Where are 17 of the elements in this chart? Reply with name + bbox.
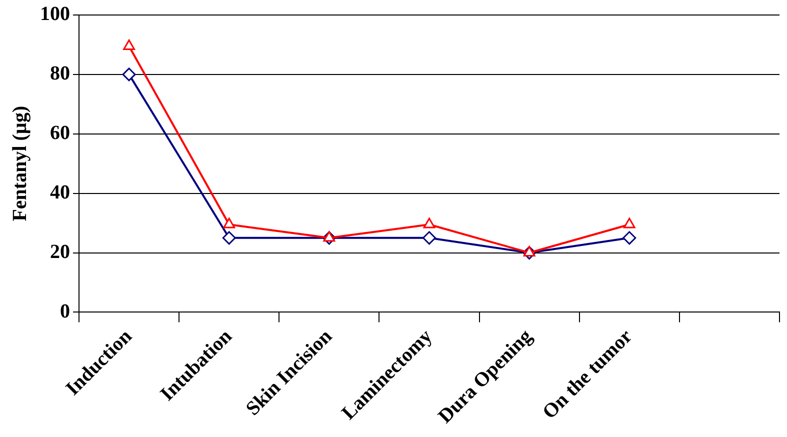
y-tick-label: 60	[50, 122, 70, 144]
point	[123, 39, 135, 50]
point	[523, 246, 536, 257]
point	[622, 231, 636, 245]
y-tick-label: 100	[40, 3, 70, 26]
point	[122, 68, 136, 82]
point	[422, 231, 436, 245]
point	[623, 218, 636, 228]
point	[423, 218, 436, 228]
point	[222, 231, 236, 245]
y-axis-title: Fentanyl (µg)	[9, 106, 32, 222]
y-tick-label: 40	[50, 181, 70, 204]
point	[223, 218, 236, 228]
y-tick-label: 0	[60, 300, 70, 322]
y-tick-label: 20	[50, 240, 70, 263]
point	[323, 231, 336, 242]
y-tick-label: 80	[50, 62, 70, 85]
